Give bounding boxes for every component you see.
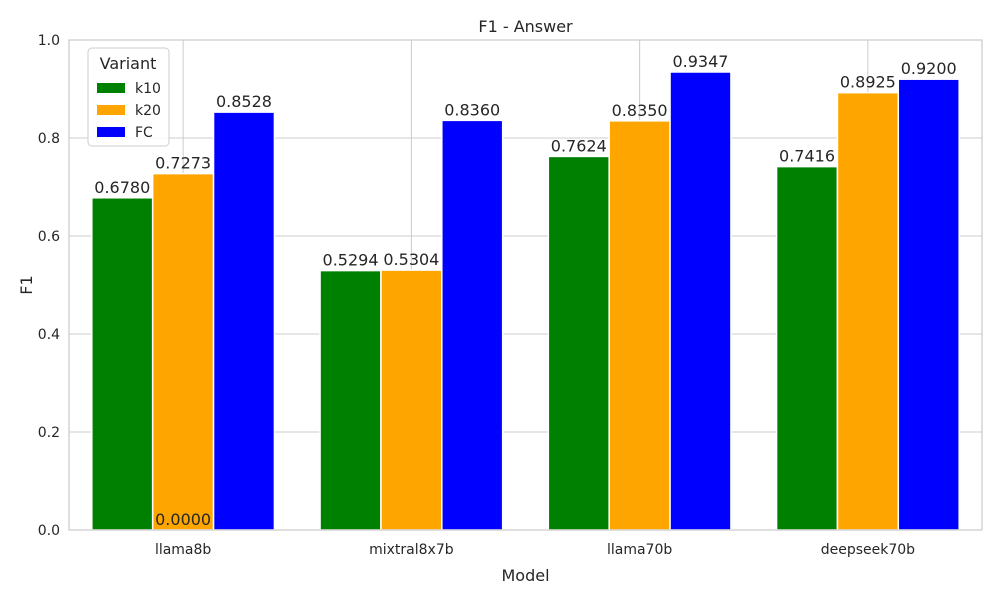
bar-k20-llama70b — [608, 120, 671, 531]
bar-value-label: 0.7416 — [779, 147, 835, 166]
x-tick-labels: llama8b mixtral8x7b llama70b deepseek70b — [155, 542, 915, 558]
legend-label-FC: FC — [135, 125, 153, 141]
x-tick-label: llama70b — [607, 542, 672, 558]
legend-title: Variant — [100, 54, 157, 73]
legend: Variant k10 k20 FC — [87, 47, 170, 147]
bar-value-label: 0.5304 — [383, 250, 439, 269]
bar-k20-mixtral8x7b — [380, 269, 443, 531]
bar-k10-deepseek70b — [775, 165, 839, 531]
bar-value-label: 0.5294 — [323, 251, 379, 270]
bar-value-label: 0.8925 — [840, 73, 896, 92]
bar-value-label: 0.6780 — [94, 178, 150, 197]
y-tick-label: 0.0 — [38, 523, 60, 539]
legend-box — [87, 47, 170, 147]
x-tick-label: deepseek70b — [821, 542, 915, 558]
legend-label-k20: k20 — [135, 103, 161, 119]
bar-value-label: 0.8350 — [612, 101, 668, 120]
y-tick-label: 0.2 — [38, 425, 60, 441]
y-tick-label: 1.0 — [38, 33, 60, 49]
bar-labels: 0.6780 0.5294 0.7624 0.7416 0.7273 0.5304 0.83… — [94, 52, 956, 529]
legend-swatch-k20 — [97, 105, 125, 115]
bar-FC-llama70b — [669, 71, 732, 531]
bar-value-label-extra: 0.0000 — [155, 510, 211, 529]
bar-k10-mixtral8x7b — [319, 269, 382, 531]
x-tick-label: llama8b — [155, 542, 211, 558]
bar-k20-llama8b — [151, 172, 215, 531]
y-tick-labels: 0.0 0.2 0.4 0.6 0.8 1.0 — [38, 33, 60, 539]
y-tick-label: 0.4 — [38, 327, 60, 343]
y-tick-label: 0.6 — [38, 229, 60, 245]
bar-k10-llama8b — [91, 197, 154, 531]
chart-title: F1 - Answer — [478, 17, 573, 36]
bar-FC-llama8b — [212, 111, 276, 531]
bar-value-label: 0.9347 — [672, 52, 728, 71]
bar-k20-deepseek70b — [836, 91, 900, 531]
y-axis-label: F1 — [17, 275, 36, 294]
bar-k10-llama70b — [547, 155, 610, 531]
bar-FC-deepseek70b — [897, 78, 960, 531]
bar-value-label: 0.7273 — [155, 154, 211, 173]
x-tick-label: mixtral8x7b — [369, 542, 454, 558]
bars — [91, 71, 960, 531]
legend-swatch-k10 — [97, 83, 125, 93]
bar-value-label: 0.8360 — [444, 100, 500, 119]
plot-frame — [68, 39, 983, 531]
y-tick-label: 0.8 — [38, 131, 60, 147]
legend-label-k10: k10 — [135, 81, 161, 97]
bar-value-label: 0.9200 — [901, 59, 957, 78]
bar-value-label: 0.8528 — [216, 92, 272, 111]
bar-FC-mixtral8x7b — [441, 119, 504, 531]
x-axis-label: Model — [501, 566, 549, 585]
legend-swatch-FC — [97, 127, 125, 137]
bar-value-label: 0.7624 — [551, 136, 607, 155]
